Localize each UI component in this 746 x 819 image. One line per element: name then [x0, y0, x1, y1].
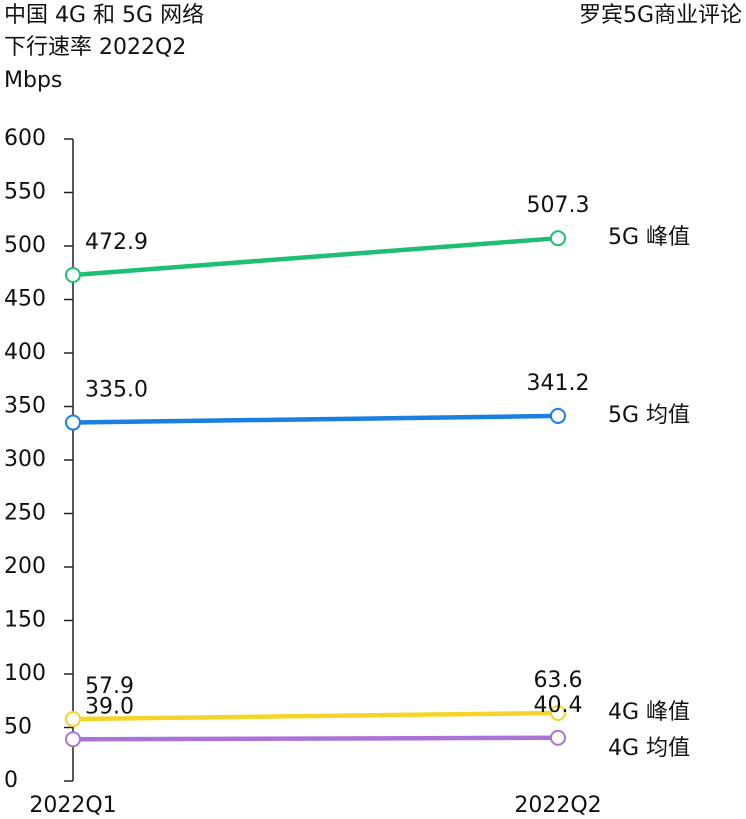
legend-label: 4G 均值	[608, 736, 690, 761]
chart-title: 中国 4G 和 5G 网络	[4, 3, 204, 28]
marker	[65, 711, 81, 728]
y-tick-label: 150	[4, 608, 46, 633]
line	[72, 413, 559, 425]
marker	[550, 704, 566, 721]
marker	[550, 729, 566, 746]
data-label: 472.9	[85, 230, 148, 255]
y-tick-label: 550	[4, 180, 46, 205]
legend-label: 4G 峰值	[608, 700, 690, 725]
marker	[550, 230, 566, 247]
data-label: 507.3	[527, 193, 590, 218]
marker	[65, 731, 81, 748]
marker	[65, 266, 81, 283]
legend-label: 5G 均值	[608, 403, 690, 428]
y-tick-label: 300	[4, 447, 46, 472]
data-label: 63.6	[534, 668, 583, 693]
data-label: 39.0	[85, 694, 134, 719]
chart-title: Mbps	[4, 68, 62, 93]
y-tick-label: 50	[4, 715, 32, 740]
y-tick-label: 250	[4, 501, 46, 526]
marker	[550, 407, 566, 424]
y-tick-label: 0	[4, 768, 18, 793]
y-tick-label: 200	[4, 554, 46, 579]
y-tick-label: 600	[4, 126, 46, 151]
y-tick-label: 500	[4, 233, 46, 258]
line	[72, 735, 559, 742]
data-label: 57.9	[85, 674, 134, 699]
legend-label: 5G 峰值	[608, 225, 690, 250]
line	[72, 235, 559, 278]
data-label: 40.4	[534, 693, 583, 718]
data-label: 335.0	[85, 378, 148, 403]
data-label: 341.2	[527, 371, 590, 396]
x-tick-label: 2022Q2	[514, 793, 601, 818]
y-tick-label: 350	[4, 394, 46, 419]
source: 罗宾5G商业评论	[579, 3, 742, 28]
chart-title: 下行速率 2022Q2	[4, 35, 186, 60]
y-tick-label: 400	[4, 340, 46, 365]
marker	[65, 414, 81, 431]
line	[72, 710, 559, 722]
y-tick-label: 100	[4, 661, 46, 686]
y-tick-label: 450	[4, 287, 46, 312]
x-tick-label: 2022Q1	[29, 793, 116, 818]
